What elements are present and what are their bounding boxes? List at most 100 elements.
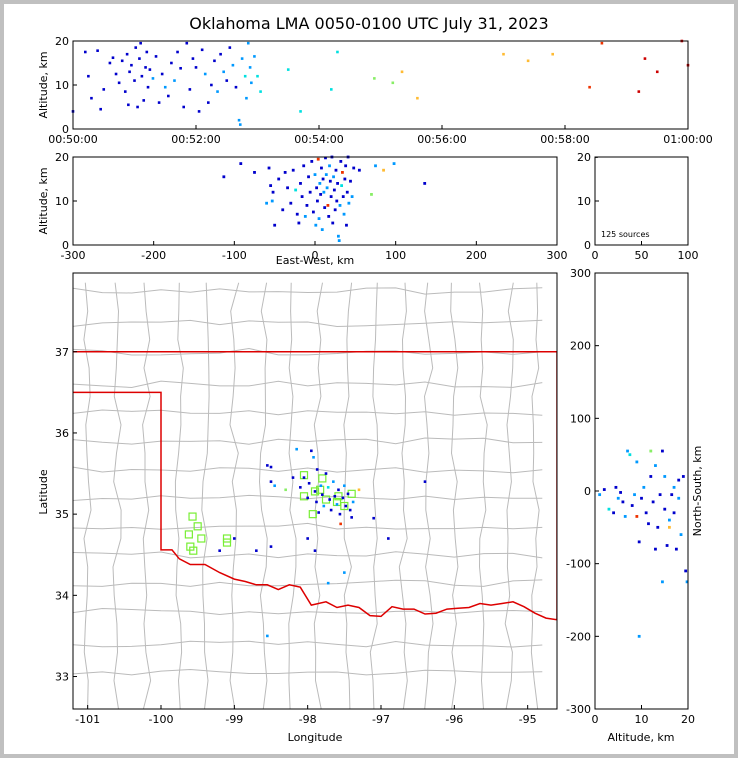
ew-xlabel: East-West, km [276,254,354,267]
source-point [551,52,554,56]
county-line [450,282,459,709]
county-line [530,282,540,709]
county-line [73,437,543,445]
source-point [316,157,320,161]
source-point [123,90,127,93]
county-line [73,668,543,676]
source-point [233,537,236,540]
county-line [73,579,543,587]
source-point [655,70,659,74]
source-point [400,70,404,74]
source-point [339,522,342,526]
county-line [73,466,543,474]
y-tick-label: 20 [55,151,69,164]
source-point [311,210,315,214]
source-point [117,81,121,85]
source-point [306,496,309,500]
source-point [144,66,147,69]
source-point [672,485,676,489]
source-point [332,480,335,483]
source-point [148,68,152,71]
x-tick-label: 0 [312,249,319,262]
source-point [614,485,618,489]
source-point [349,179,352,183]
source-point [616,496,620,500]
lma-station-marker [310,487,320,496]
source-point [142,99,146,102]
source-point [333,208,337,212]
county-line [398,282,408,709]
source-point [382,168,385,172]
y-tick-label: 10 [577,195,591,208]
source-point [321,177,325,181]
source-point [337,488,340,492]
source-point [250,81,253,85]
y-tick-label: 20 [55,35,69,48]
source-point [621,500,625,504]
x-tick-label: 00:58:00 [540,133,589,146]
y-tick-label: 37 [55,346,69,359]
source-point [345,190,349,194]
lma-station-marker [299,492,309,501]
altitude-histogram-panel: 0 50 100 0 10 20 125 sources [577,151,699,262]
source-point [182,105,185,109]
source-point [269,480,273,483]
source-point [332,175,335,179]
source-point [392,162,396,165]
source-point [291,168,295,172]
source-point [173,79,176,82]
x-tick-label: -95 [519,713,537,726]
county-line [369,282,379,709]
source-point [87,74,90,78]
source-point [370,193,373,196]
source-point [640,496,643,500]
source-point [318,182,322,185]
source-point [588,85,591,89]
source-point [319,193,323,196]
x-tick-label: 0 [592,249,599,262]
source-point [84,50,87,54]
source-point [619,491,622,494]
source-point [323,206,327,209]
source-point [623,515,627,518]
source-point [240,57,244,60]
source-point [246,41,250,45]
county-line [73,640,543,648]
source-point [312,456,315,459]
source-point [307,175,310,179]
source-point [334,168,338,172]
source-point [176,50,179,54]
source-point [346,492,350,496]
source-point [286,68,290,71]
source-point [136,105,139,109]
source-point [329,195,333,198]
source-point [643,57,647,60]
source-point [343,571,346,574]
source-point [372,516,375,520]
source-point [238,123,242,126]
x-tick-label: -200 [141,249,166,262]
source-point [335,503,339,506]
source-point [125,52,129,56]
source-point [628,453,632,457]
source-point [130,63,133,67]
y-tick-label: 34 [55,589,69,602]
source-point [219,52,222,56]
map-xlabel: Longitude [288,731,343,744]
source-point [269,545,273,548]
county-line [504,282,514,709]
source-point [313,173,317,176]
source-point [269,465,273,469]
source-point [96,49,99,52]
county-line [73,319,543,328]
county-line [174,282,184,709]
x-tick-label: 200 [466,249,487,262]
y-tick-label: -300 [566,703,591,716]
source-point [237,118,241,122]
source-point [647,522,650,526]
y-tick-label: 0 [62,123,69,136]
y-tick-label: 35 [55,508,69,521]
source-point [302,476,306,479]
y-tick-label: 20 [577,151,591,164]
x-tick-label: -100 [222,249,247,262]
